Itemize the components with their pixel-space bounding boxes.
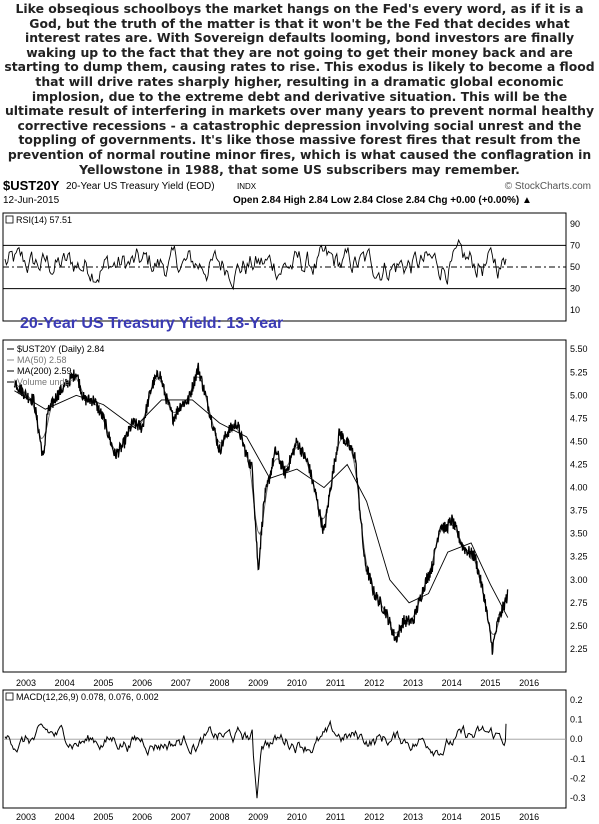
macd-x-tick-label: 2005 bbox=[93, 812, 113, 822]
price-tick-label: 3.25 bbox=[570, 552, 588, 562]
price-tick-label: 5.25 bbox=[570, 367, 588, 377]
intro-text: Like obseqious schoolboys the market han… bbox=[4, 1, 595, 177]
price-x-tick-label: 2011 bbox=[326, 678, 345, 688]
price-x-tick-label: 2009 bbox=[248, 678, 268, 688]
price-tick-label: 3.00 bbox=[570, 575, 588, 585]
macd-tick-label: -0.1 bbox=[570, 754, 586, 764]
price-tick-label: 5.00 bbox=[570, 390, 588, 400]
exchange-label: INDX bbox=[237, 182, 257, 191]
macd-x-tick-label: 2011 bbox=[326, 812, 345, 822]
price-x-tick-label: 2005 bbox=[93, 678, 113, 688]
watermark-label: © StockCharts.com bbox=[504, 181, 591, 192]
chart-annotation: 20-Year US Treasury Yield: 13-Year bbox=[20, 315, 283, 332]
rsi-legend: RSI(14) 57.51 bbox=[16, 215, 72, 225]
macd-panel-frame bbox=[2, 689, 567, 809]
price-tick-label: 2.75 bbox=[570, 598, 588, 608]
rsi-tick-label: 10 bbox=[570, 305, 580, 315]
macd-tick-label: 0.0 bbox=[570, 734, 583, 744]
rsi-tick-label: 50 bbox=[570, 262, 580, 272]
price-x-tick-label: 2006 bbox=[132, 678, 152, 688]
ohlc-label: Open 2.84 High 2.84 Low 2.84 Close 2.84 … bbox=[233, 195, 532, 206]
macd-tick-label: 0.1 bbox=[570, 715, 583, 725]
macd-x-tick-label: 2015 bbox=[480, 812, 500, 822]
price-x-tick-label: 2008 bbox=[209, 678, 229, 688]
rsi-tick-label: 90 bbox=[570, 219, 580, 229]
symbol-label: $UST20Y bbox=[3, 178, 60, 193]
macd-x-tick-label: 2003 bbox=[16, 812, 36, 822]
macd-line bbox=[4, 719, 507, 799]
macd-legend-box bbox=[5, 692, 14, 701]
rsi-line bbox=[4, 238, 507, 291]
price-legend-entry: MA(50) 2.58 bbox=[17, 355, 67, 365]
rsi-legend-box bbox=[5, 215, 14, 224]
macd-tick-label: 0.2 bbox=[570, 695, 583, 705]
description-label: 20-Year US Treasury Yield (EOD) bbox=[66, 181, 215, 192]
price-tick-label: 2.25 bbox=[570, 644, 588, 654]
price-x-tick-label: 2004 bbox=[55, 678, 75, 688]
macd-x-tick-label: 2009 bbox=[248, 812, 268, 822]
macd-tick-label: -0.2 bbox=[570, 774, 586, 784]
price-panel-frame bbox=[2, 339, 567, 673]
rsi-tick-label: 30 bbox=[570, 284, 580, 294]
price-legend-entry: MA(200) 2.59 bbox=[17, 366, 72, 376]
price-tick-label: 4.25 bbox=[570, 460, 588, 470]
macd-legend: MACD(12,26,9) 0.078, 0.076, 0.002 bbox=[16, 692, 159, 702]
price-x-tick-label: 2007 bbox=[171, 678, 191, 688]
price-x-tick-label: 2010 bbox=[287, 678, 307, 688]
macd-x-tick-label: 2014 bbox=[442, 812, 462, 822]
price-x-tick-label: 2016 bbox=[519, 678, 539, 688]
date-label: 12-Jun-2015 bbox=[3, 195, 60, 206]
price-tick-label: 4.00 bbox=[570, 483, 588, 493]
macd-tick-label: -0.3 bbox=[570, 793, 586, 803]
macd-x-tick-label: 2016 bbox=[519, 812, 539, 822]
price-legend-entry: $UST20Y (Daily) 2.84 bbox=[17, 344, 104, 354]
price-tick-label: 4.75 bbox=[570, 413, 588, 423]
macd-x-tick-label: 2006 bbox=[132, 812, 152, 822]
price-series-line bbox=[13, 362, 509, 655]
price-tick-label: 3.50 bbox=[570, 529, 588, 539]
price-x-tick-label: 2014 bbox=[442, 678, 462, 688]
price-tick-label: 4.50 bbox=[570, 436, 588, 446]
price-tick-label: 3.75 bbox=[570, 506, 588, 516]
macd-x-tick-label: 2013 bbox=[403, 812, 423, 822]
ma200-line bbox=[14, 390, 509, 618]
macd-x-tick-label: 2008 bbox=[209, 812, 229, 822]
price-x-tick-label: 2013 bbox=[403, 678, 423, 688]
price-tick-label: 5.50 bbox=[570, 344, 588, 354]
price-x-tick-label: 2015 bbox=[480, 678, 500, 688]
rsi-tick-label: 70 bbox=[570, 240, 580, 250]
macd-x-tick-label: 2010 bbox=[287, 812, 307, 822]
price-x-tick-label: 2012 bbox=[364, 678, 384, 688]
price-legend-entry: Volume undef bbox=[17, 377, 73, 387]
macd-x-tick-label: 2004 bbox=[55, 812, 75, 822]
macd-x-tick-label: 2007 bbox=[171, 812, 191, 822]
price-x-tick-label: 2003 bbox=[16, 678, 36, 688]
price-tick-label: 2.50 bbox=[570, 621, 588, 631]
macd-x-tick-label: 2012 bbox=[364, 812, 384, 822]
